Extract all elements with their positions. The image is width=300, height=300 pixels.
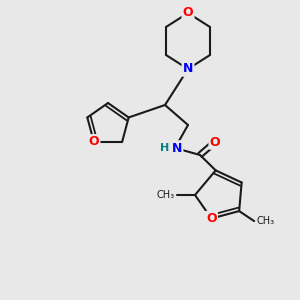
Text: O: O [88,135,99,148]
Text: CH₃: CH₃ [157,190,175,200]
Text: CH₃: CH₃ [256,216,274,226]
Text: O: O [206,212,217,225]
Text: N: N [172,142,182,154]
Text: O: O [210,136,220,148]
Text: H: H [160,143,169,153]
Text: O: O [183,7,193,20]
Text: N: N [183,62,193,76]
